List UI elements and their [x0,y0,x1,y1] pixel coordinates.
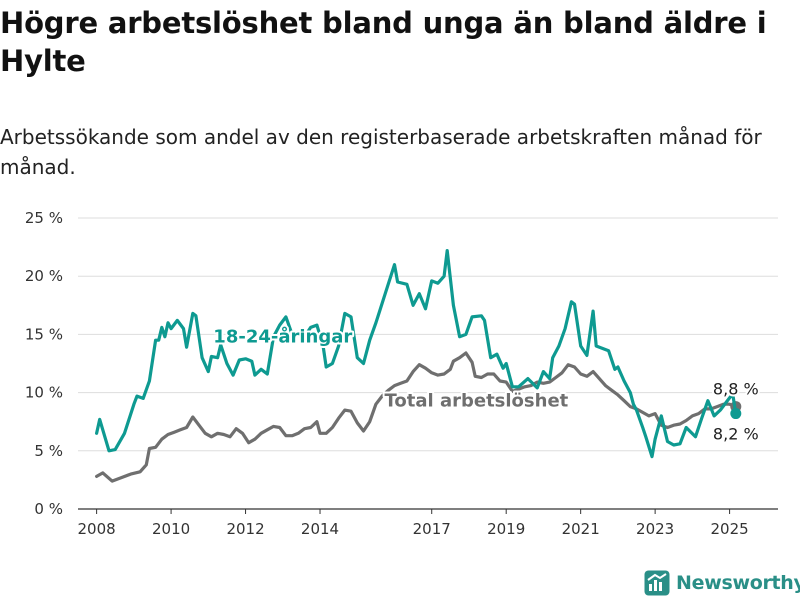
y-axis: 0 % 5 % 10 % 15 % 20 % 25 % [25,209,63,518]
x-tick-label: 2023 [636,520,674,538]
y-tick-label: 25 % [25,209,63,227]
series-line-youth-end-point [730,408,742,420]
x-tick-label: 2008 [78,520,116,538]
series-label-youth: 18-24-åringar [213,326,352,348]
x-tick-label: 2021 [562,520,600,538]
x-tick-label: 2019 [487,520,525,538]
chart-subtitle: Arbetssökande som andel av den registerb… [0,125,762,179]
y-tick-label: 20 % [25,267,63,285]
series-line-total [95,351,738,483]
series-line-youth [95,249,738,459]
x-tick-label: 2010 [152,520,190,538]
y-tick-label: 0 % [34,500,63,518]
end-value-total: 8,8 % [713,380,759,399]
chart-title: Högre arbetslöshet bland unga än bland ä… [0,6,767,78]
brand-name: Newsworthy [676,572,800,594]
x-axis: 2008 2010 2012 2014 2017 2019 2021 2023 2025 [78,509,749,538]
end-value-youth: 8,2 % [713,425,759,444]
newsworthy-logo-icon [644,570,670,596]
x-tick-label: 2014 [301,520,339,538]
y-tick-label: 5 % [34,442,63,460]
y-tick-label: 15 % [25,325,63,343]
gridlines [78,217,778,510]
x-tick-label: 2025 [711,520,749,538]
series-lines [95,249,742,483]
series-label-total: Total arbetslöshet [385,391,569,412]
y-tick-label: 10 % [25,384,63,402]
x-tick-label: 2017 [413,520,451,538]
brand-logo: Newsworthy [644,568,800,598]
x-tick-label: 2012 [226,520,264,538]
series-labels: 18-24-åringar Total arbetslöshet 8,8 % 8,2 … [211,324,760,446]
